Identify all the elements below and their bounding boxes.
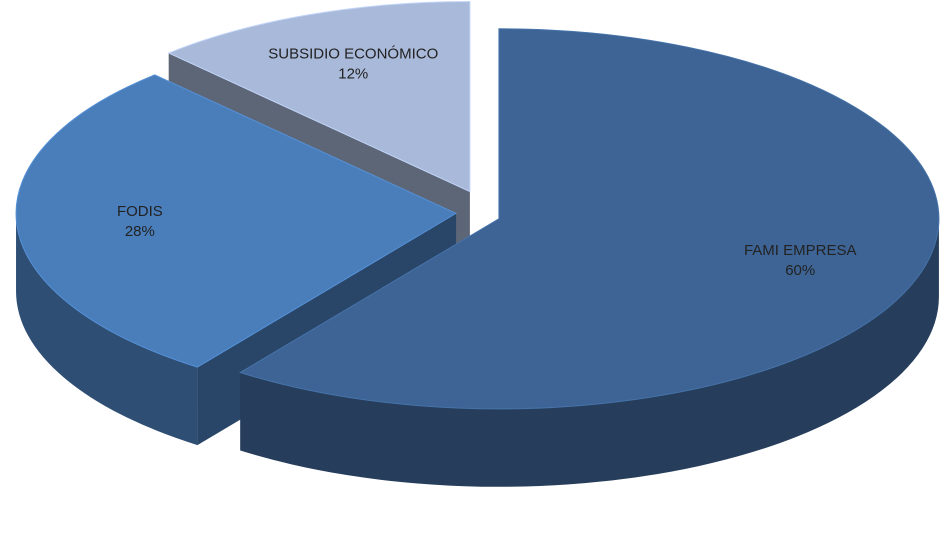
slice-label: FODIS: [117, 203, 163, 220]
slice: [239, 28, 940, 487]
slice-top: [239, 28, 940, 410]
slice-value-label: 12%: [338, 65, 368, 82]
slice-side: [240, 218, 939, 487]
slice-label: SUBSIDIO ECONÓMICO: [268, 45, 438, 62]
slice-label: FAMI EMPRESA: [744, 242, 857, 259]
slice-top: [167, 1, 471, 193]
slice-top: [15, 74, 458, 368]
slice-value-label: 28%: [125, 223, 155, 240]
slice-value-label: 60%: [785, 262, 815, 279]
